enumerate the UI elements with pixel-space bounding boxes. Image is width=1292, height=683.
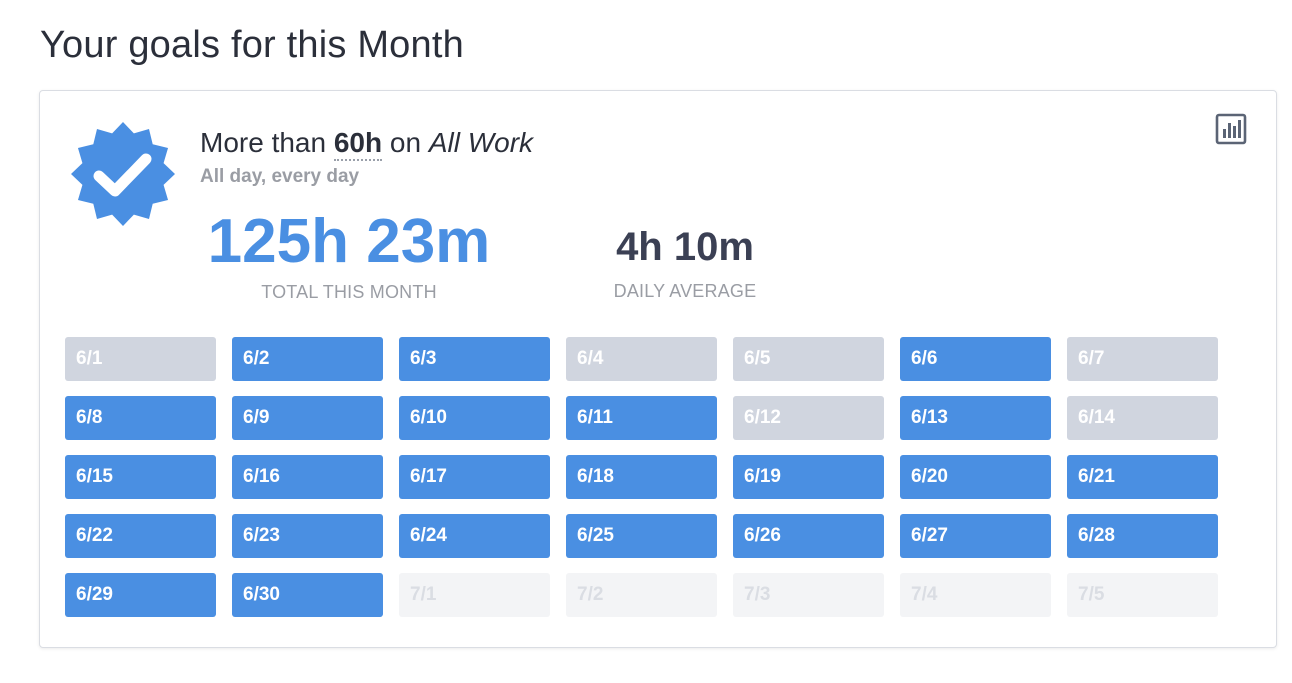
day-cell[interactable]: 6/2 — [232, 337, 383, 381]
day-cell[interactable]: 6/13 — [900, 396, 1051, 440]
bar-chart-icon[interactable] — [1215, 113, 1247, 145]
day-cell: 7/4 — [900, 573, 1051, 617]
day-cell[interactable]: 6/3 — [399, 337, 550, 381]
goal-connector: on — [389, 127, 422, 158]
day-cell[interactable]: 6/29 — [65, 573, 216, 617]
day-cell: 7/1 — [399, 573, 550, 617]
day-cell[interactable]: 6/18 — [566, 455, 717, 499]
day-cell[interactable]: 6/8 — [65, 396, 216, 440]
day-cell[interactable]: 6/19 — [733, 455, 884, 499]
day-cell[interactable]: 6/26 — [733, 514, 884, 558]
day-cell[interactable]: 6/7 — [1067, 337, 1218, 381]
total-stat: 125h 23m TOTAL THIS MONTH — [200, 211, 498, 303]
page-title: Your goals for this Month — [40, 24, 464, 66]
day-cell[interactable]: 6/6 — [900, 337, 1051, 381]
day-cell[interactable]: 6/30 — [232, 573, 383, 617]
day-cell[interactable]: 6/20 — [900, 455, 1051, 499]
day-cell[interactable]: 6/25 — [566, 514, 717, 558]
day-cell[interactable]: 6/17 — [399, 455, 550, 499]
total-value: 125h 23m — [207, 207, 491, 276]
goal-card: More than 60h on All Work All day, every… — [39, 90, 1277, 648]
total-label: TOTAL THIS MONTH — [261, 282, 437, 302]
goal-project: All Work — [428, 127, 534, 158]
goal-hours-target[interactable]: 60h — [333, 127, 383, 161]
day-cell[interactable]: 6/9 — [232, 396, 383, 440]
day-cell[interactable]: 6/27 — [900, 514, 1051, 558]
day-cell[interactable]: 6/23 — [232, 514, 383, 558]
day-cell[interactable]: 6/28 — [1067, 514, 1218, 558]
average-label: DAILY AVERAGE — [613, 281, 757, 301]
day-cell[interactable]: 6/5 — [733, 337, 884, 381]
day-cell[interactable]: 6/11 — [566, 396, 717, 440]
verified-check-icon — [71, 122, 175, 226]
goal-schedule: All day, every day — [200, 166, 360, 187]
day-cell[interactable]: 6/22 — [65, 514, 216, 558]
day-cell[interactable]: 6/24 — [399, 514, 550, 558]
day-cell: 7/3 — [733, 573, 884, 617]
day-cell: 7/5 — [1067, 573, 1218, 617]
day-cell[interactable]: 6/15 — [65, 455, 216, 499]
goal-prefix: More than — [200, 127, 327, 158]
day-cell[interactable]: 6/4 — [566, 337, 717, 381]
day-cell[interactable]: 6/14 — [1067, 396, 1218, 440]
goal-heading: More than 60h on All Work — [200, 127, 534, 161]
average-stat: 4h 10m DAILY AVERAGE — [595, 227, 775, 302]
day-cell[interactable]: 6/1 — [65, 337, 216, 381]
day-cell[interactable]: 6/10 — [399, 396, 550, 440]
day-cell[interactable]: 6/16 — [232, 455, 383, 499]
day-cell[interactable]: 6/12 — [733, 396, 884, 440]
day-cell: 7/2 — [566, 573, 717, 617]
day-cell[interactable]: 6/21 — [1067, 455, 1218, 499]
day-grid: 6/1 6/2 6/3 6/4 6/5 6/6 6/7 6/8 6/9 6/10 6/11 6/12 6… — [65, 337, 1220, 617]
average-value: 4h 10m — [616, 225, 754, 269]
